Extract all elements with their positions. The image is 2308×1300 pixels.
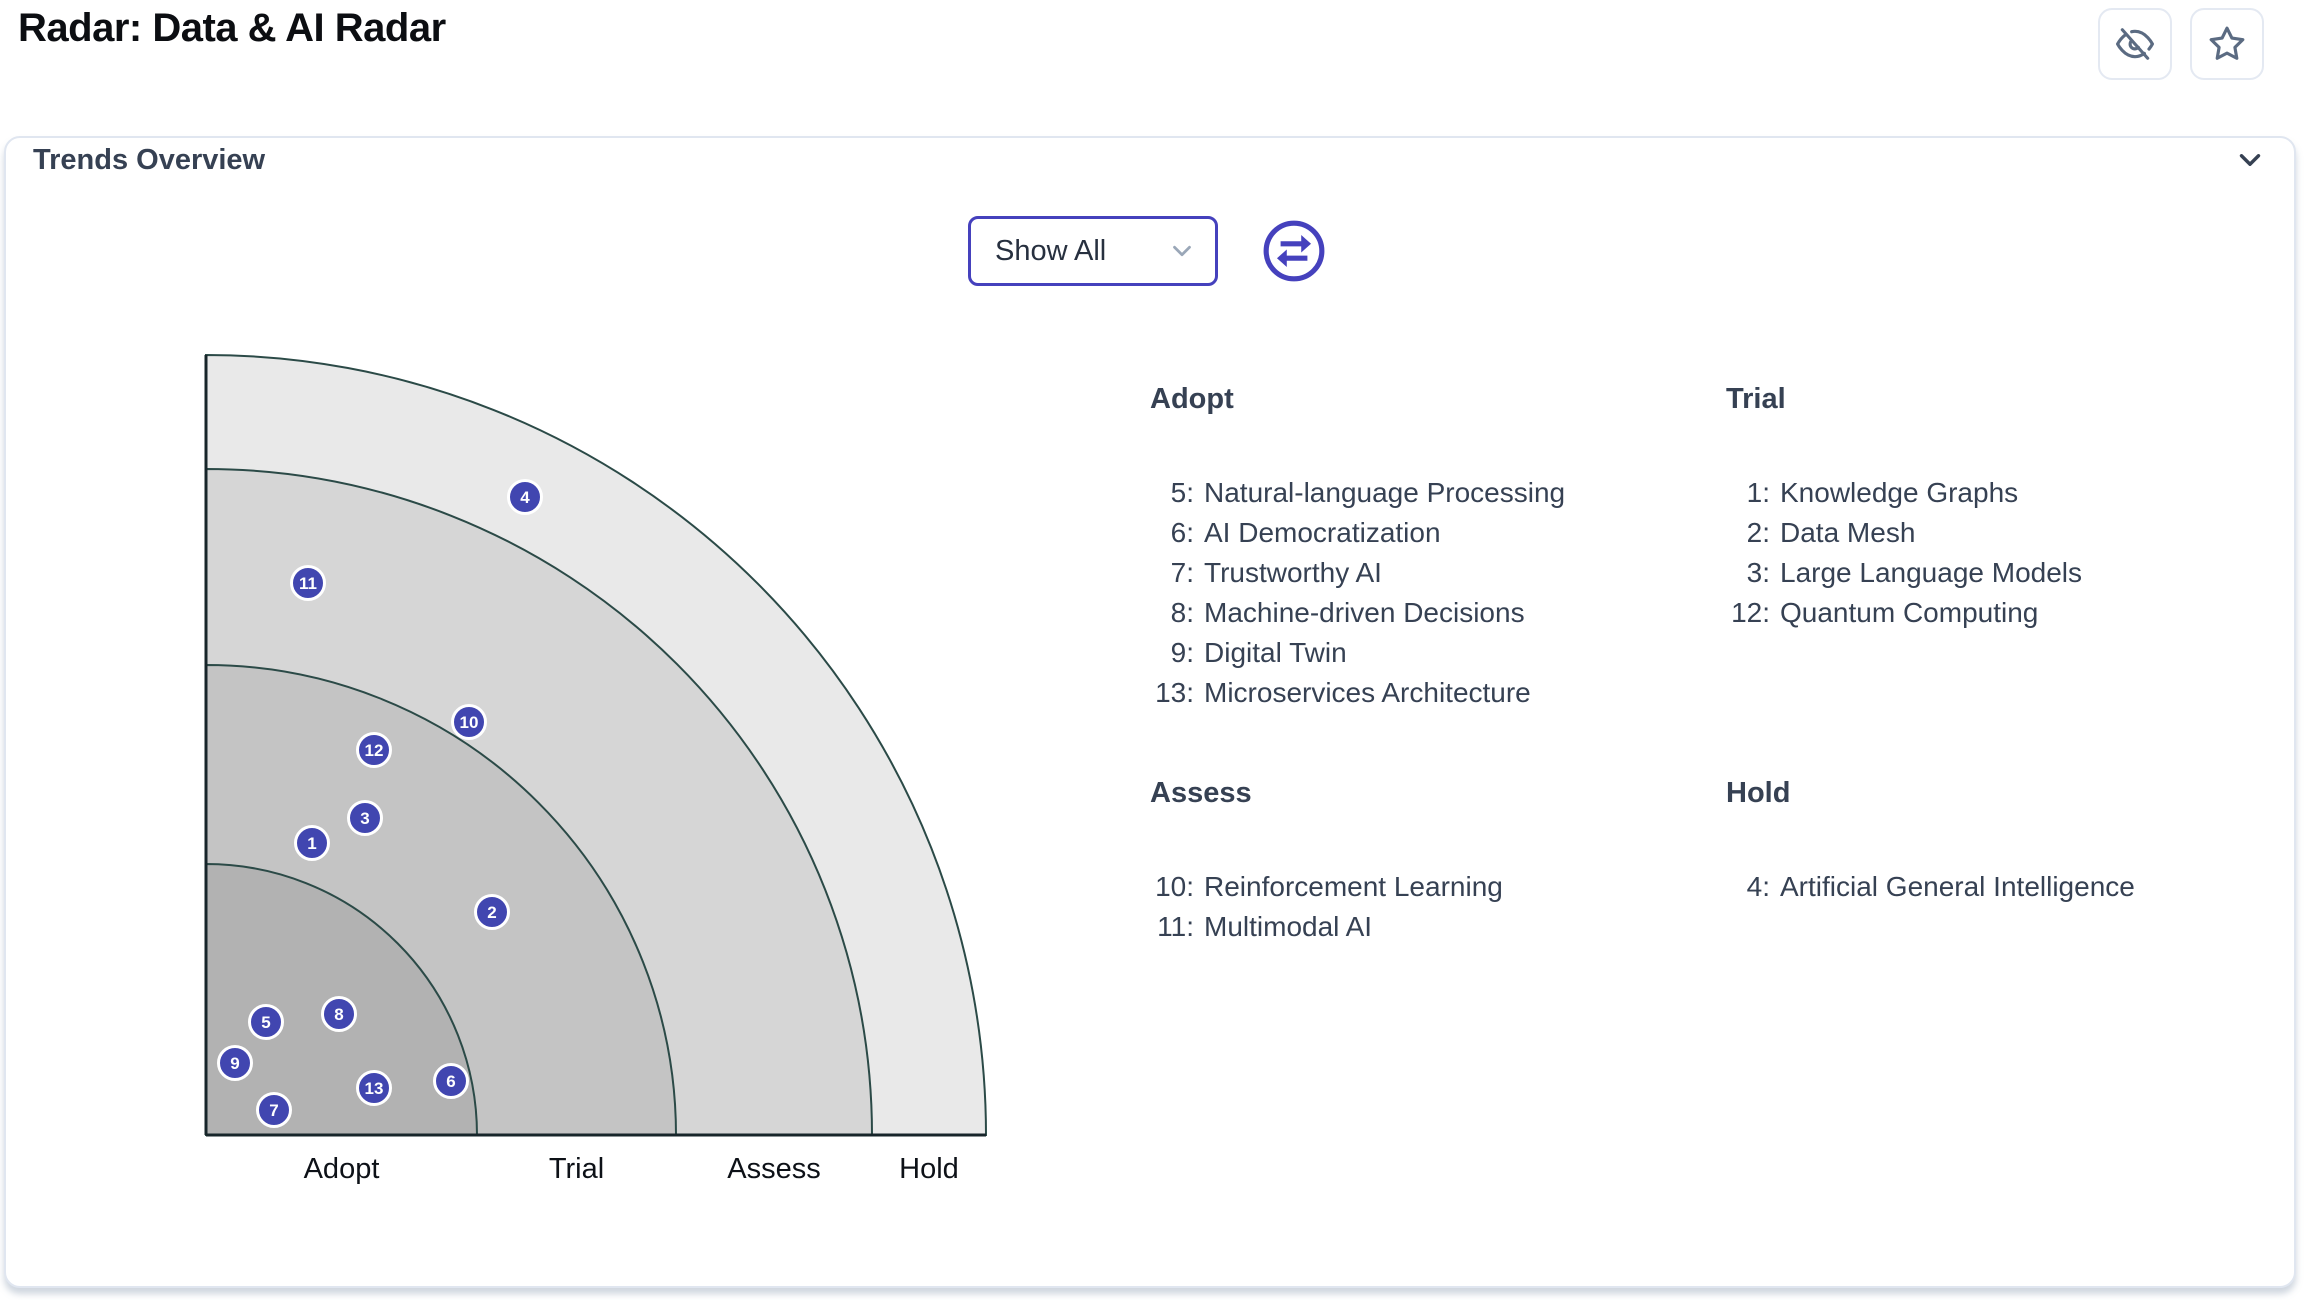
radar-point-7[interactable]: 7 — [256, 1092, 292, 1128]
radar-point-8[interactable]: 8 — [321, 996, 357, 1032]
radar-point-11[interactable]: 11 — [290, 565, 326, 601]
svg-text:2: 2 — [487, 903, 496, 922]
trend-item-number: 12: — [1731, 597, 1770, 628]
page-title: Radar: Data & AI Radar — [18, 6, 446, 50]
radar-point-12[interactable]: 12 — [356, 732, 392, 768]
favorite-button[interactable] — [2190, 8, 2264, 80]
legend-hold: Hold 4: Artificial General Intelligence — [1726, 777, 2301, 907]
collapse-panel-button[interactable] — [2228, 138, 2272, 182]
trend-item-label: Artificial General Intelligence — [1780, 871, 2135, 902]
legend-adopt: Adopt 5: Natural-language Processing 6: AI … — [1150, 383, 1725, 713]
trend-item-number: 3: — [1746, 557, 1770, 588]
trend-item-number: 7: — [1170, 557, 1194, 588]
trend-item-label: AI Democratization — [1204, 517, 1441, 548]
trend-item-number: 4: — [1746, 871, 1770, 902]
legend-adopt-title: Adopt — [1150, 383, 1234, 415]
filter-select[interactable]: Show All — [968, 216, 1218, 286]
svg-text:8: 8 — [334, 1005, 343, 1024]
trend-list-item: 9: Digital Twin — [1150, 633, 1725, 673]
radar-point-4[interactable]: 4 — [507, 479, 543, 515]
radar-point-1[interactable]: 1 — [294, 825, 330, 861]
radar-point-2[interactable]: 2 — [474, 894, 510, 930]
trend-item-number: 13: — [1155, 677, 1194, 708]
trend-item-label: Quantum Computing — [1780, 597, 2039, 628]
trend-item-number: 5: — [1170, 477, 1194, 508]
svg-text:7: 7 — [269, 1101, 278, 1120]
legend-assess: Assess 10: Reinforcement Learning 11: Multi… — [1150, 777, 1725, 947]
star-icon — [2209, 26, 2245, 60]
radar-point-6[interactable]: 6 — [433, 1063, 469, 1099]
svg-text:6: 6 — [446, 1072, 455, 1091]
svg-text:3: 3 — [360, 809, 369, 828]
trend-item-label: Reinforcement Learning — [1204, 871, 1503, 902]
svg-text:1: 1 — [307, 834, 316, 853]
trend-list-item: 2: Data Mesh — [1726, 513, 2301, 553]
trend-list-item: 5: Natural-language Processing — [1150, 473, 1725, 513]
trend-item-number: 9: — [1170, 637, 1194, 668]
trend-list-item: 6: AI Democratization — [1150, 513, 1725, 553]
trend-list-item: 1: Knowledge Graphs — [1726, 473, 2301, 513]
trend-item-label: Microservices Architecture — [1204, 677, 1531, 708]
hide-button[interactable] — [2098, 8, 2172, 80]
trend-item-label: Trustworthy AI — [1204, 557, 1382, 588]
radar-point-10[interactable]: 10 — [451, 704, 487, 740]
svg-text:10: 10 — [460, 713, 479, 732]
trend-item-number: 11: — [1157, 911, 1194, 942]
svg-text:11: 11 — [299, 574, 317, 593]
trend-item-label: Large Language Models — [1780, 557, 2083, 588]
radar-point-5[interactable]: 5 — [248, 1004, 284, 1040]
trend-item-label: Machine-driven Decisions — [1204, 597, 1525, 628]
eye-off-icon — [2116, 28, 2154, 60]
trend-item-label: Digital Twin — [1204, 637, 1347, 668]
trend-list-item: 8: Machine-driven Decisions — [1150, 593, 1725, 633]
svg-text:5: 5 — [261, 1013, 270, 1032]
chevron-down-icon — [2239, 154, 2261, 166]
legend-assess-title: Assess — [1150, 777, 1252, 809]
svg-text:12: 12 — [365, 741, 384, 760]
radar-point-3[interactable]: 3 — [347, 800, 383, 836]
svg-text:4: 4 — [520, 488, 530, 507]
legend-hold-title: Hold — [1726, 777, 1791, 809]
filter-select-value: Show All — [995, 234, 1107, 267]
swap-view-button[interactable] — [1261, 218, 1327, 284]
trend-item-number: 10: — [1155, 871, 1194, 902]
trend-item-label: Natural-language Processing — [1204, 477, 1566, 508]
trend-item-number: 6: — [1170, 517, 1194, 548]
trend-item-number: 2: — [1746, 517, 1770, 548]
swap-arrows-icon — [1263, 220, 1325, 282]
trend-list-item: 4: Artificial General Intelligence — [1726, 867, 2301, 907]
chevron-down-icon — [1173, 245, 1191, 257]
trend-list-item: 13: Microservices Architecture — [1150, 673, 1725, 713]
trend-item-label: Data Mesh — [1780, 517, 1916, 548]
legend-trial: Trial 1: Knowledge Graphs 2: Data Mesh 3: Lar… — [1726, 383, 2301, 633]
panel-title: Trends Overview — [33, 144, 266, 176]
radar-point-9[interactable]: 9 — [217, 1045, 253, 1081]
trend-item-label: Knowledge Graphs — [1780, 477, 2019, 508]
svg-text:9: 9 — [230, 1054, 239, 1073]
trend-list-item: 7: Trustworthy AI — [1150, 553, 1725, 593]
svg-text:13: 13 — [365, 1079, 384, 1098]
trend-item-label: Multimodal AI — [1204, 911, 1373, 942]
trend-list-item: 3: Large Language Models — [1726, 553, 2301, 593]
trend-list-item: 10: Reinforcement Learning — [1150, 867, 1725, 907]
legend-trial-title: Trial — [1726, 383, 1786, 415]
trend-list-item: 12: Quantum Computing — [1726, 593, 2301, 633]
trend-item-number: 8: — [1170, 597, 1194, 628]
header-actions — [2098, 8, 2264, 80]
trend-item-number: 1: — [1746, 477, 1770, 508]
trend-list-item: 11: Multimodal AI — [1150, 907, 1725, 947]
radar-point-13[interactable]: 13 — [356, 1070, 392, 1106]
